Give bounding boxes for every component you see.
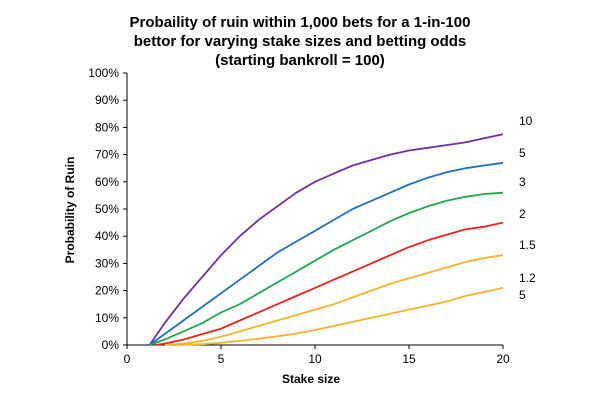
chart-title: Probaility of ruin within 1,000 bets for…: [0, 13, 600, 70]
series-end-label: 5: [519, 146, 526, 160]
y-tick-label: 10%: [95, 311, 119, 325]
series-line-4: [155, 221, 504, 346]
y-axis-title: Probability of Ruin: [63, 157, 77, 264]
x-tick-label: 15: [402, 352, 416, 366]
series-end-label: 10: [519, 114, 533, 128]
y-tick-label: 50%: [95, 202, 119, 216]
series-end-label: 1.5: [519, 238, 536, 252]
x-axis-title: Stake size: [282, 372, 340, 386]
y-tick-label: 20%: [95, 284, 119, 298]
series-line-2: [149, 161, 504, 346]
y-tick-label: 40%: [95, 229, 119, 243]
series-labels: 10 5 3 2 1.5 1.2 5: [519, 114, 536, 302]
x-tick-label: 0: [124, 352, 131, 366]
chart-plot-area: [148, 133, 504, 346]
y-tick-label: 80%: [95, 120, 119, 134]
y-tick-label: 60%: [95, 175, 119, 189]
chart-title-line-3: (starting bankroll = 100): [215, 52, 385, 69]
y-tick-label: 30%: [95, 256, 119, 270]
series-end-label: 3: [519, 175, 526, 189]
series-line-1: [148, 133, 504, 346]
series-line-5: [164, 254, 504, 346]
x-tick-label: 5: [218, 352, 225, 366]
chart-title-line-1: Probaility of ruin within 1,000 bets for…: [129, 14, 471, 31]
series-line-6: [173, 287, 504, 346]
y-tick-label: 90%: [95, 93, 119, 107]
y-tick-label: 100%: [88, 66, 119, 80]
series-line-3: [149, 191, 504, 346]
y-tick-label: 70%: [95, 148, 119, 162]
x-tick-label: 10: [308, 352, 322, 366]
series-end-label: 2: [519, 207, 526, 221]
y-tick-label: 0%: [102, 338, 120, 352]
chart-axes: 0% 10% 20% 30% 40% 50% 60% 70% 80% 90% 100% 0 5 10 15 2…: [88, 66, 510, 366]
chart-title-line-2: bettor for varying stake sizes and betti…: [133, 33, 467, 50]
series-end-label: 5: [519, 288, 526, 302]
series-end-label: 1.2: [519, 271, 536, 285]
x-tick-label: 20: [496, 352, 510, 366]
